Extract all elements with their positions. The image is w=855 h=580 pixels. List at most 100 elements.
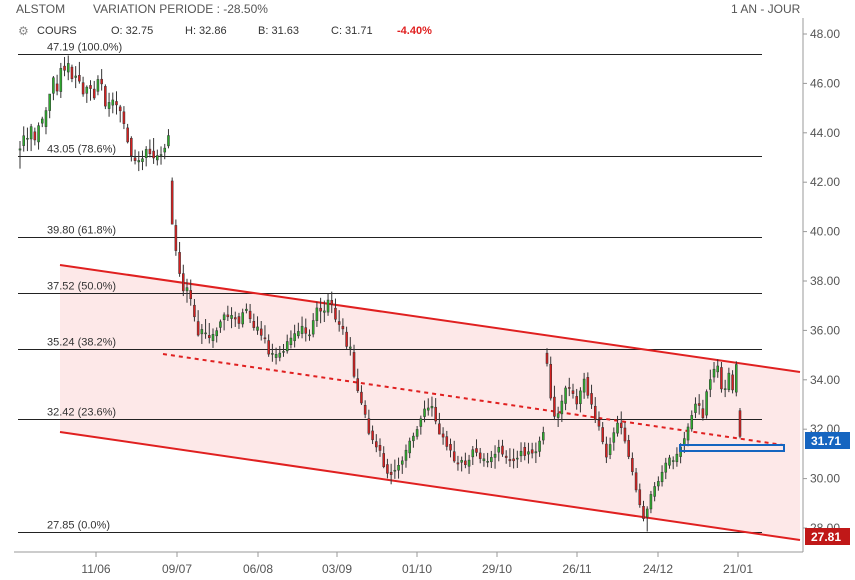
candle-body — [118, 106, 122, 112]
candle-body — [274, 354, 278, 358]
candle-body — [356, 378, 360, 391]
candle-body — [70, 66, 74, 79]
gear-icon[interactable]: ⚙ — [18, 24, 29, 38]
candle-body — [508, 459, 512, 462]
y-tick-label: 48.00 — [810, 27, 840, 41]
candle-body — [675, 453, 679, 463]
candle-body — [29, 126, 33, 140]
candle-body — [126, 127, 129, 143]
channel-area — [60, 265, 800, 540]
candle-body — [586, 377, 590, 396]
candle-body — [527, 451, 530, 455]
candle-body — [241, 312, 244, 325]
y-tick-label: 44.00 — [810, 126, 840, 140]
candle-body — [493, 453, 497, 458]
y-tick-label: 34.00 — [810, 373, 840, 387]
candle-body — [430, 405, 434, 409]
candle-body — [219, 321, 222, 328]
candle-body — [668, 457, 671, 466]
candle-body — [59, 68, 63, 92]
candle-body — [167, 135, 170, 147]
low-value: B: 31.63 — [258, 25, 299, 37]
candle-body — [660, 471, 664, 483]
fib-label: 39.80 (61.8%) — [47, 225, 116, 237]
candle-body — [516, 457, 519, 460]
candles — [18, 55, 742, 532]
candle-body — [638, 489, 642, 506]
candle-body — [319, 307, 322, 312]
y-tick-label: 40.00 — [810, 225, 840, 239]
candle-body — [233, 317, 237, 320]
candle-body — [564, 387, 567, 404]
candle-body — [304, 327, 308, 334]
candle-body — [716, 365, 720, 373]
candle-body — [538, 440, 541, 452]
candle-body — [163, 147, 167, 153]
candle-body — [78, 74, 81, 82]
x-axis: 11/06 09/07 06/08 03/09 01/10 29/10 26/11 24/12… — [14, 551, 803, 576]
candle-body — [452, 451, 456, 462]
candle-body — [282, 351, 285, 353]
candle-body — [107, 102, 111, 109]
candle-body — [81, 82, 85, 95]
candle-body — [40, 118, 44, 124]
candle-body — [137, 160, 141, 163]
candle-body — [735, 364, 738, 393]
candle-body — [222, 314, 226, 321]
candle-body — [85, 86, 89, 94]
period-selector[interactable]: 1 AN - JOUR — [731, 2, 801, 16]
candle-body — [657, 481, 660, 487]
candle-body — [289, 337, 293, 345]
candle-body — [475, 448, 478, 453]
candle-body — [170, 180, 174, 225]
candle-body — [705, 391, 708, 416]
candle-body — [623, 427, 627, 442]
candle-body — [412, 435, 415, 442]
candle-body — [44, 110, 48, 127]
candle-body — [18, 148, 22, 151]
candle-body — [712, 368, 716, 378]
candle-body — [66, 63, 70, 73]
candle-body — [326, 299, 330, 313]
candle-body — [731, 374, 734, 391]
candle-body — [115, 101, 118, 106]
candle-body — [259, 328, 263, 336]
channel-lower-line — [59, 431, 801, 541]
candle-body — [375, 441, 378, 448]
candle-body — [490, 457, 493, 463]
candle-body — [619, 422, 623, 428]
channel-low-badge — [805, 528, 850, 545]
y-tick-label: 38.00 — [810, 274, 840, 288]
candle-body — [593, 405, 597, 420]
y-tick-label: 42.00 — [810, 175, 840, 189]
candle-body — [48, 93, 51, 111]
candle-body — [701, 408, 705, 419]
candle-body — [426, 407, 430, 411]
candle-body — [189, 290, 192, 300]
candle-body — [386, 464, 389, 474]
candle-body — [230, 315, 233, 319]
y-axis: 48.00 46.00 44.00 42.00 40.00 38.00 36.00 34.00… — [802, 18, 840, 552]
x-tick-label: 24/12 — [643, 562, 673, 576]
candle-body — [686, 426, 690, 441]
candle-body — [556, 413, 560, 418]
fib-label: 27.85 (0.0%) — [47, 520, 110, 532]
candle-body — [92, 88, 96, 99]
candle-body — [271, 353, 274, 355]
candle-body — [104, 86, 107, 107]
candle-body — [575, 396, 578, 405]
candle-body — [653, 486, 656, 497]
candle-body — [248, 310, 252, 320]
y-tick-label: 36.00 — [810, 323, 840, 337]
fib-label: 32.42 (23.6%) — [47, 407, 116, 419]
candle-body — [605, 443, 608, 458]
support-zone-box — [679, 444, 785, 452]
candle-body — [601, 427, 604, 443]
candle-body — [545, 352, 549, 364]
candle-body — [133, 157, 137, 161]
candle-body — [211, 334, 215, 342]
candle-body — [285, 341, 289, 352]
x-tick-label: 21/01 — [723, 562, 753, 576]
candle-body — [634, 472, 638, 491]
